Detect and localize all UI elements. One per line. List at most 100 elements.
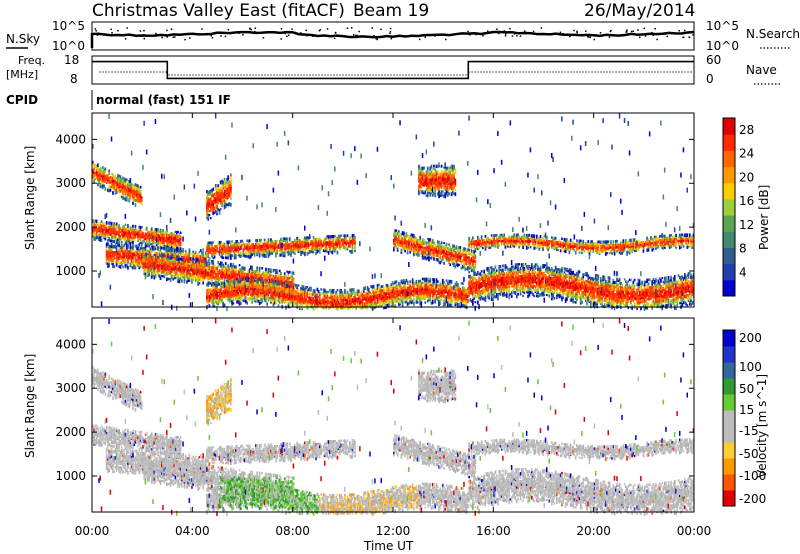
power-cell — [134, 183, 137, 187]
power-cell — [113, 251, 115, 255]
power-cell — [217, 290, 220, 294]
power-cell — [403, 231, 405, 236]
power-cell — [148, 273, 151, 277]
power-cell — [327, 237, 330, 242]
power-cell — [198, 272, 201, 275]
power-cell — [257, 291, 260, 294]
power-cell — [408, 282, 410, 286]
power-cell — [203, 265, 206, 268]
power-cell — [147, 263, 149, 266]
power-cell — [316, 295, 319, 299]
power-cell — [103, 178, 105, 182]
power-cell — [216, 191, 218, 194]
power-cell — [350, 300, 353, 304]
power-cell — [202, 274, 205, 279]
power-cell — [260, 294, 262, 298]
power-cell — [193, 254, 196, 257]
power-cell — [261, 267, 263, 270]
power-cell — [375, 294, 378, 298]
power-cell — [213, 266, 216, 271]
power-cell — [187, 258, 189, 261]
power-cell — [354, 303, 356, 307]
power-cell — [231, 300, 233, 304]
power-cell — [277, 277, 280, 282]
power-noise-cell — [281, 243, 283, 248]
power-cell — [173, 255, 176, 260]
power-cell — [226, 203, 228, 206]
power-cell — [396, 284, 399, 288]
nsearch-point — [487, 30, 489, 32]
power-cell — [396, 249, 399, 252]
power-cell — [245, 289, 247, 294]
power-cell — [169, 270, 172, 274]
power-cell — [295, 289, 297, 293]
power-cell — [213, 210, 216, 214]
power-cell — [376, 295, 379, 299]
power-cell — [345, 236, 347, 239]
power-cell — [168, 239, 171, 244]
power-cell — [247, 281, 250, 286]
power-cell — [325, 300, 327, 304]
power-cell — [167, 233, 169, 238]
power-cell — [250, 273, 252, 276]
power-cell — [401, 281, 404, 285]
power-cell — [174, 264, 177, 269]
power-cell — [261, 281, 263, 284]
power-cell — [359, 295, 361, 298]
nsearch-point — [280, 38, 282, 40]
power-cell — [306, 236, 309, 239]
power-cell — [301, 295, 304, 299]
power-cell — [119, 251, 122, 256]
power-cell — [147, 255, 149, 259]
power-cell — [142, 249, 144, 253]
power-cell — [288, 243, 291, 247]
nsearch-point — [346, 27, 349, 29]
power-cell — [221, 189, 223, 192]
power-cell — [112, 235, 114, 239]
power-cell — [324, 302, 326, 306]
power-cell — [272, 299, 275, 304]
power-cell — [282, 295, 285, 299]
power-cell — [290, 294, 292, 299]
power-cell — [108, 185, 110, 189]
power-cell — [295, 242, 297, 247]
power-cell — [132, 197, 134, 202]
power-heatmap — [92, 113, 695, 312]
power-cell — [253, 272, 256, 275]
power-cell — [400, 289, 403, 293]
power-cell — [414, 287, 416, 291]
power-cell — [243, 247, 246, 251]
power-cell — [237, 249, 240, 253]
power-cell — [153, 263, 156, 268]
power-cell — [247, 277, 250, 282]
nsearch-point — [358, 30, 360, 33]
power-cell — [218, 279, 221, 282]
power-cell — [240, 239, 242, 244]
power-cell — [212, 282, 215, 285]
power-cell — [380, 305, 383, 308]
power-cell — [236, 281, 238, 285]
power-cell — [147, 274, 149, 277]
power-cell — [253, 291, 256, 295]
nsearch-point — [111, 32, 113, 34]
power-cell — [350, 240, 353, 244]
power-cell — [258, 270, 261, 275]
power-cell — [401, 237, 404, 241]
power-cell — [310, 242, 312, 245]
power-cell — [217, 188, 220, 192]
power-cell — [241, 243, 243, 247]
power-cell — [209, 217, 212, 220]
power-cell — [391, 281, 394, 285]
power-cell — [222, 295, 225, 299]
power-cell — [181, 267, 183, 270]
power-cell — [237, 277, 240, 280]
power-cell — [265, 284, 267, 287]
power-cell — [238, 287, 241, 291]
power-cell — [145, 226, 148, 231]
power-cell — [189, 257, 192, 261]
power-cell — [275, 299, 277, 304]
power-cell — [157, 228, 159, 232]
power-cell — [171, 276, 173, 280]
power-cell — [156, 262, 158, 265]
power-noise-cell — [309, 234, 311, 240]
